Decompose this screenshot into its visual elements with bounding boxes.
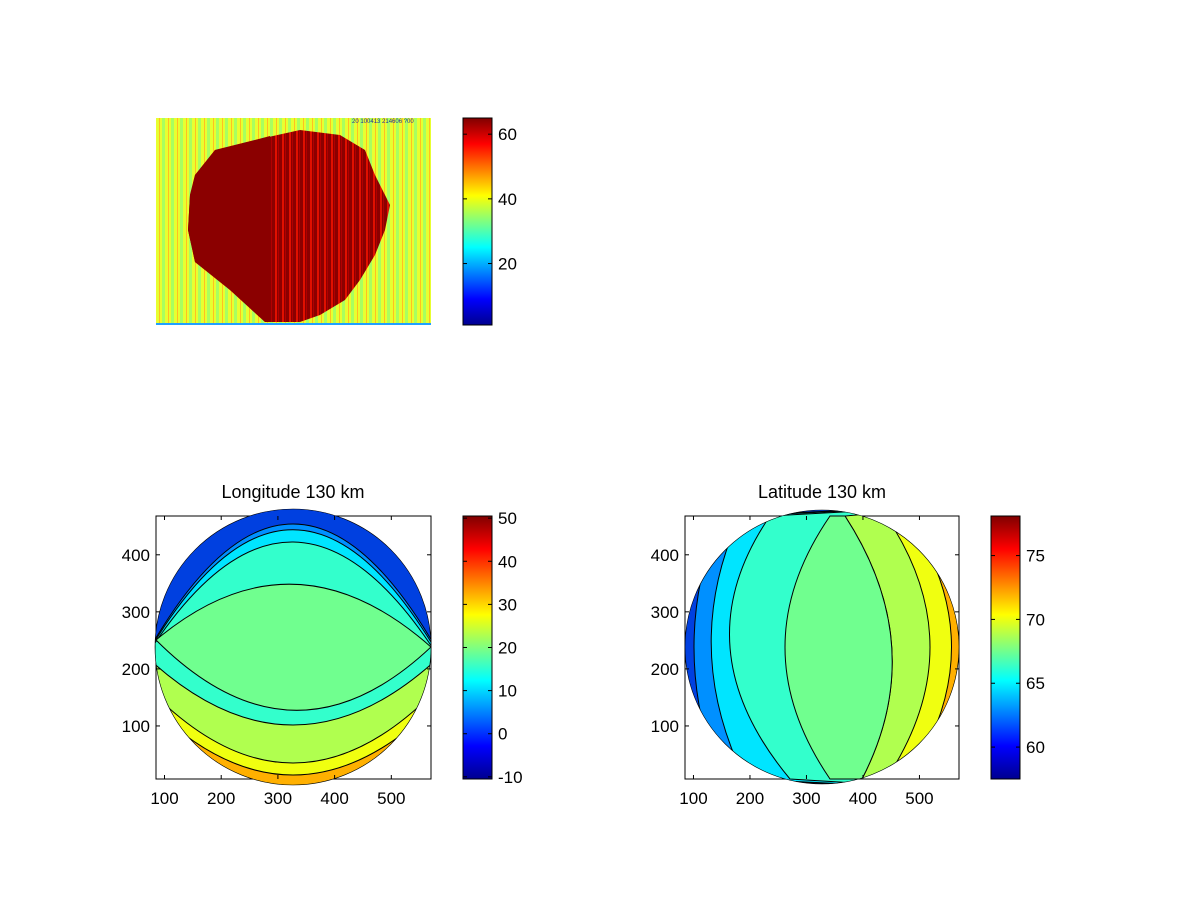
- colorbar-tick-label: 50: [498, 509, 517, 528]
- colorbar-tick-label: 70: [1026, 610, 1045, 629]
- colorbar-tick-label: 75: [1026, 547, 1045, 566]
- y-tick-label: 200: [651, 660, 679, 679]
- longitude-disk-edge: [154, 508, 432, 786]
- contour-band-green: [155, 583, 431, 711]
- x-tick-label: 300: [792, 789, 820, 808]
- y-tick-label: 300: [122, 603, 150, 622]
- colorbar-tick-label: 40: [498, 552, 517, 571]
- latitude-panel: Latitude 130 km 100 200 300 400 500 100 200 300…: [651, 482, 1045, 808]
- x-tick-label: 500: [905, 789, 933, 808]
- longitude-title: Longitude 130 km: [221, 482, 364, 502]
- x-tick-label: 300: [264, 789, 292, 808]
- x-tick-label: 400: [849, 789, 877, 808]
- image-colorbar-ticks: 20 40 60: [463, 125, 517, 274]
- x-tick-label: 100: [150, 789, 178, 808]
- latitude-colorbar-ticks: 60 65 70 75: [991, 547, 1045, 757]
- colorbar-tick-label: 10: [498, 682, 517, 701]
- image-bottom-row: [156, 323, 431, 325]
- latitude-disk-edge: [684, 509, 960, 785]
- colorbar-tick-label: 20: [498, 639, 517, 658]
- image-header-text: 20 100413 214606 ?00: [352, 119, 414, 125]
- image-panel: 20 100413 214606 ?00: [156, 118, 431, 325]
- x-tick-label: 400: [320, 789, 348, 808]
- y-tick-label: 200: [122, 660, 150, 679]
- image-colorbar: [462, 117, 493, 326]
- latitude-ticks: 100 200 300 400 500 100 200 300 400: [651, 516, 959, 808]
- colorbar-tick-label: 0: [498, 725, 507, 744]
- longitude-colorbar-ticks: -10 0 10 20 30 40 50: [463, 509, 523, 787]
- colorbar-tick-label: 20: [498, 255, 517, 274]
- colorbar-tick-label: 60: [1026, 738, 1045, 757]
- colorbar-tick-label: 30: [498, 595, 517, 614]
- y-tick-label: 100: [651, 717, 679, 736]
- x-tick-label: 500: [377, 789, 405, 808]
- colorbar-tick-label: 65: [1026, 674, 1045, 693]
- longitude-ticks: 100 200 300 400 500 100 200 300 400: [122, 516, 431, 808]
- x-tick-label: 100: [679, 789, 707, 808]
- y-tick-label: 100: [122, 717, 150, 736]
- latitude-title: Latitude 130 km: [758, 482, 886, 502]
- y-tick-label: 300: [651, 603, 679, 622]
- longitude-colorbar: [462, 515, 493, 780]
- y-tick-label: 400: [651, 546, 679, 565]
- y-tick-label: 400: [122, 546, 150, 565]
- colorbar-tick-label: 40: [498, 190, 517, 209]
- image-disk-saturated: [188, 136, 270, 322]
- x-tick-label: 200: [207, 789, 235, 808]
- colorbar-tick-label: -10: [498, 768, 523, 787]
- x-tick-label: 200: [736, 789, 764, 808]
- latitude-colorbar: [990, 515, 1021, 780]
- colorbar-tick-label: 60: [498, 125, 517, 144]
- longitude-panel: Longitude 130 km 100 200 300 400 50010020030…: [122, 482, 523, 808]
